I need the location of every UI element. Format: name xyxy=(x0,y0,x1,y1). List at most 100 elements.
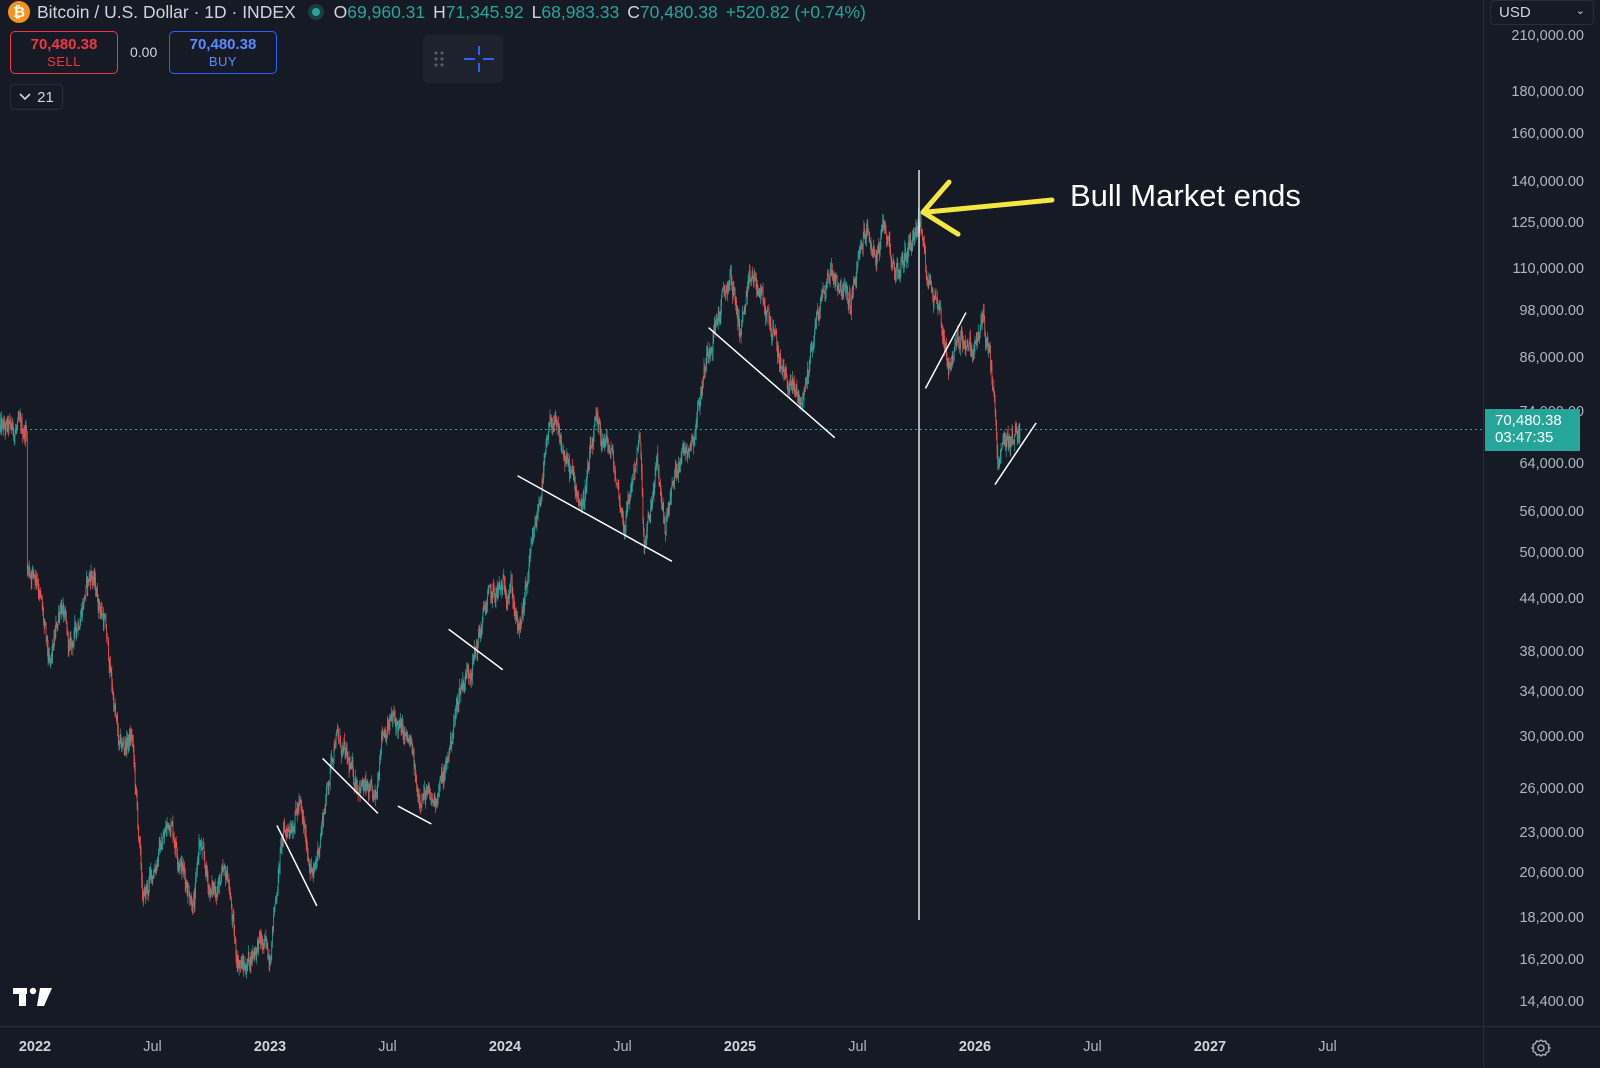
price-tick: 110,000.00 xyxy=(1512,261,1585,278)
candle-body xyxy=(44,623,46,626)
candle-body xyxy=(276,896,278,899)
candle-body xyxy=(900,260,902,270)
candle-body xyxy=(156,860,158,869)
candle-body xyxy=(549,417,551,427)
candle-body xyxy=(719,318,720,323)
candle-body xyxy=(910,239,911,247)
drawing-toolbar[interactable] xyxy=(423,35,503,83)
trendline[interactable] xyxy=(322,757,379,814)
indicators-collapse-button[interactable]: 21 xyxy=(10,84,63,110)
tradingview-logo[interactable] xyxy=(13,986,53,1008)
candle-body xyxy=(507,599,508,604)
candle-body xyxy=(229,884,230,895)
candle-body xyxy=(818,313,819,315)
trendline[interactable] xyxy=(994,422,1037,486)
candle-body xyxy=(558,427,560,429)
candle-body xyxy=(113,694,115,710)
candle-body xyxy=(176,845,178,855)
candle-body xyxy=(69,637,71,645)
candle-body xyxy=(301,809,303,817)
candle-body xyxy=(698,402,700,403)
candle-body xyxy=(697,407,698,420)
candle-body xyxy=(283,826,285,829)
candle-body xyxy=(335,735,337,747)
trendline[interactable] xyxy=(397,805,432,825)
candle-body xyxy=(311,868,313,873)
candle-body xyxy=(499,583,501,587)
candle-body xyxy=(260,938,262,944)
candle-body xyxy=(402,723,403,727)
candle-body xyxy=(135,786,137,788)
annotation-arrow[interactable] xyxy=(920,179,1055,237)
trendline[interactable] xyxy=(924,312,967,389)
candle-body xyxy=(383,731,385,735)
candle-body xyxy=(143,887,145,894)
candle-body xyxy=(968,347,969,349)
candle-body xyxy=(1013,441,1014,442)
candle-body xyxy=(255,952,256,955)
candle-body xyxy=(353,774,354,784)
candle-body xyxy=(264,939,265,946)
time-axis[interactable]: 2022 Jul 2023 Jul 2024 Jul 2025 Jul 2026 Jul 2027 J… xyxy=(0,1026,1483,1068)
candle-body xyxy=(543,469,544,484)
candle-body xyxy=(452,733,454,739)
candle-body xyxy=(610,452,611,454)
candle-body xyxy=(870,240,872,245)
candle-body xyxy=(864,228,865,237)
buy-button[interactable]: 70,480.38 BUY xyxy=(169,31,277,74)
candle-body xyxy=(598,421,599,427)
annotation-text[interactable]: Bull Market ends xyxy=(1070,178,1301,213)
symbol-legend[interactable]: ₿ Bitcoin / U.S. Dollar · 1D · INDEX O 69… xyxy=(8,0,874,24)
candle-body xyxy=(25,427,27,429)
candle-body xyxy=(762,289,763,292)
price-chart[interactable] xyxy=(0,0,1483,1026)
candle-body xyxy=(706,347,708,354)
trendline[interactable] xyxy=(517,475,673,562)
price-axis[interactable]: 210,000.00 180,000.00 160,000.00 140,000.00… xyxy=(1483,0,1600,1026)
crosshair-icon[interactable] xyxy=(463,44,495,74)
candle-body xyxy=(286,831,288,838)
candle-body xyxy=(940,307,942,324)
trendline[interactable] xyxy=(276,825,318,907)
settings-icon[interactable] xyxy=(1531,1038,1551,1058)
candle-body xyxy=(136,787,137,796)
candle-body xyxy=(316,858,318,861)
price-tick: 44,000.00 xyxy=(1519,591,1584,608)
candle-body xyxy=(281,841,282,846)
drag-handle-icon[interactable] xyxy=(432,49,446,69)
market-status-icon[interactable] xyxy=(307,4,324,20)
candle-body xyxy=(278,864,280,877)
sell-button[interactable]: 70,480.38 SELL xyxy=(10,31,118,74)
candle-body xyxy=(730,266,732,278)
candle-body xyxy=(737,311,739,322)
candle-body xyxy=(840,280,841,292)
candle-body xyxy=(658,470,660,487)
candle-body xyxy=(448,755,449,759)
candle-body xyxy=(4,425,6,432)
candle-body xyxy=(142,880,143,898)
trendline[interactable] xyxy=(708,327,836,439)
trendline[interactable] xyxy=(448,628,504,671)
candle-body xyxy=(836,275,837,277)
currency-select[interactable]: USD ⌄ xyxy=(1490,0,1594,25)
candle-body xyxy=(388,727,390,729)
chart-area[interactable]: Bull Market ends ₿ Bitcoin / U.S. Dollar… xyxy=(0,0,1483,1026)
candle-body xyxy=(408,739,410,742)
candle-body xyxy=(626,510,627,517)
trendlines-layer[interactable] xyxy=(276,312,1037,907)
candle-body xyxy=(353,783,355,787)
candle-body xyxy=(115,710,117,715)
candle-body xyxy=(489,585,491,587)
symbol-title[interactable]: Bitcoin / U.S. Dollar · 1D · INDEX xyxy=(37,1,296,22)
candle-body xyxy=(92,580,94,582)
candle-body xyxy=(32,567,34,571)
candle-body xyxy=(593,425,595,438)
candle-body xyxy=(689,448,690,451)
candle-body xyxy=(352,760,354,775)
candle-body xyxy=(636,449,638,465)
candle-body xyxy=(168,822,169,829)
candle-body xyxy=(691,441,692,448)
candle-body xyxy=(548,430,549,439)
candle-body xyxy=(694,434,696,440)
candle-body xyxy=(260,935,261,944)
